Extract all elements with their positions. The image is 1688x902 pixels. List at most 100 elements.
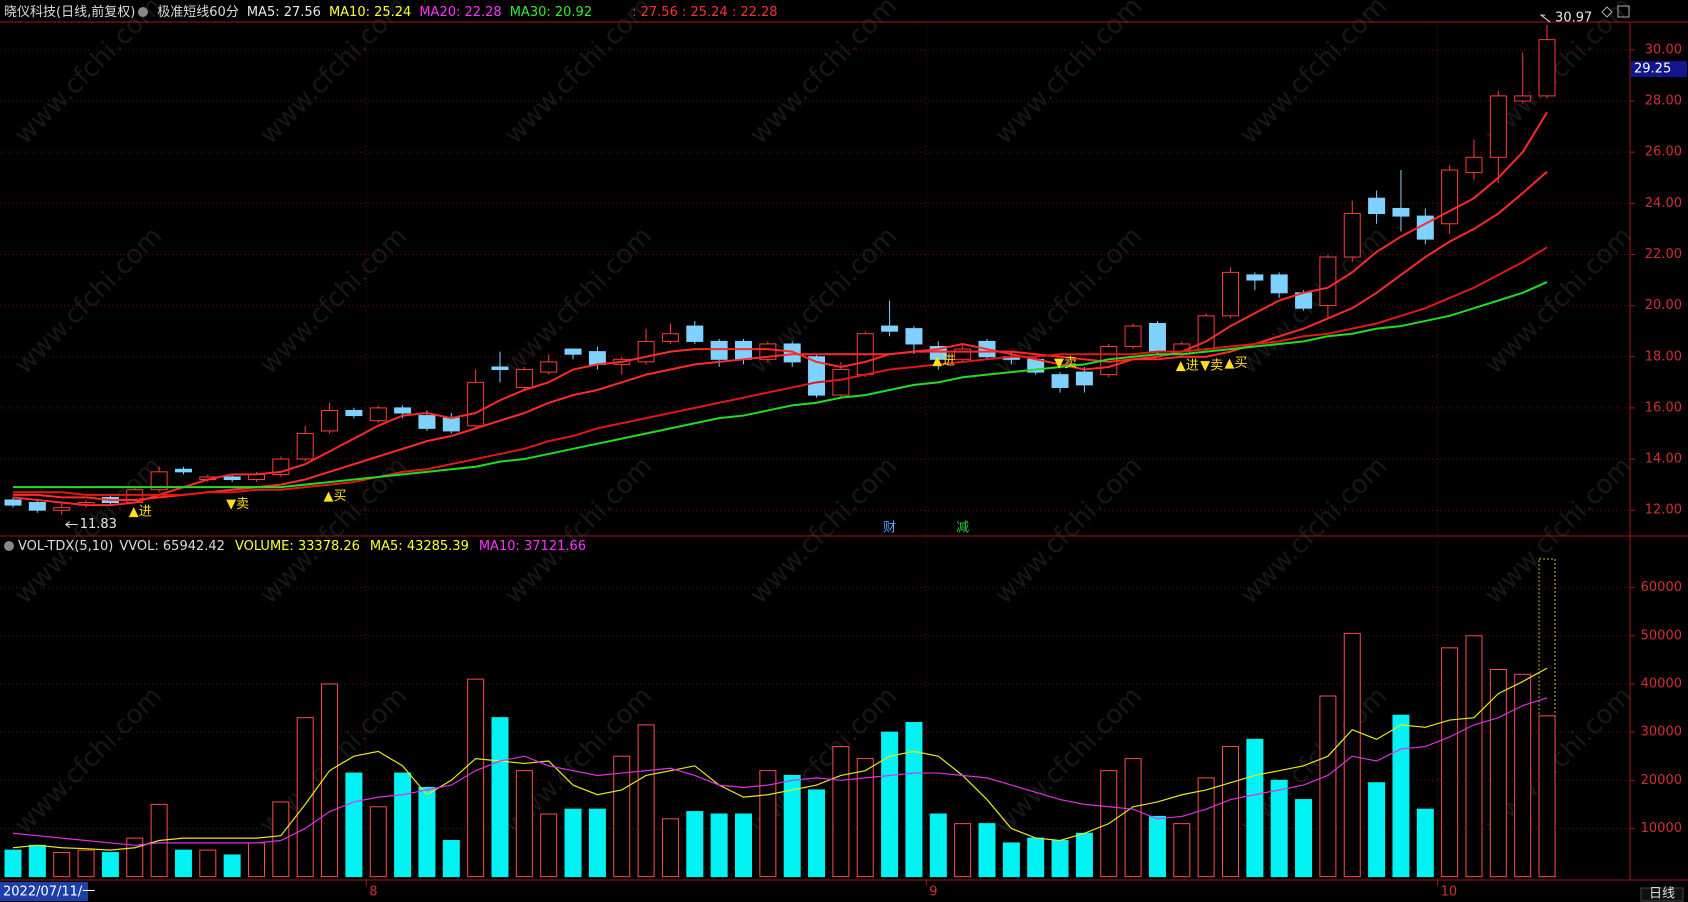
signal-label: ▲买	[324, 489, 347, 504]
volume-bar	[881, 731, 899, 878]
volume-header: VOL-TDX(5,10) VVOL: 65942.42 VOLUME: 33378…	[18, 539, 586, 554]
volume-bar	[1027, 837, 1045, 878]
volume-bar	[978, 823, 996, 878]
candle-body	[686, 325, 704, 342]
indicator-name: 极准短线60分	[157, 5, 239, 20]
period-box[interactable]	[1640, 887, 1684, 902]
candle-body	[661, 333, 679, 342]
ma-line	[12, 111, 1548, 507]
volume-bar	[905, 721, 923, 878]
window-icon[interactable]	[1617, 5, 1630, 18]
y-tick-label: 28.00	[1645, 94, 1682, 109]
candle-body	[1075, 371, 1093, 386]
candle-body	[28, 502, 46, 511]
volume-bar	[467, 678, 485, 878]
volume-bar	[1368, 782, 1386, 878]
volume-bar	[661, 818, 679, 878]
legend-entry: MA5: 27.56	[247, 5, 321, 20]
extra-legend: : 27.56 : 25.24 : 22.28	[632, 5, 777, 20]
volume-bar	[929, 813, 947, 878]
y-tick-label: 60000	[1641, 580, 1682, 595]
y-tick-label: 18.00	[1645, 349, 1682, 364]
x-tick-label: 2022/07/11/一	[3, 885, 95, 900]
indicator-icon[interactable]	[138, 7, 148, 17]
min-pointer	[64, 521, 78, 528]
volume-legend: VOLUME: 33378.26	[235, 539, 360, 554]
volume-bar	[856, 758, 874, 878]
y-tick-label: 30000	[1641, 725, 1682, 740]
volume-bar	[1441, 647, 1459, 878]
candle-body	[4, 499, 22, 506]
candle-body	[1148, 323, 1166, 353]
y-tick-label: 10000	[1641, 821, 1682, 836]
cursor-label: 29.25	[1634, 62, 1671, 77]
volume-bar	[4, 849, 22, 878]
candle-body	[808, 356, 826, 396]
volume-bar	[832, 746, 850, 878]
volume-icon[interactable]	[4, 541, 14, 551]
volume-bar	[28, 844, 46, 878]
y-tick-label: 20000	[1641, 773, 1682, 788]
y-tick-label: 12.00	[1645, 503, 1682, 518]
volume-bar	[491, 717, 509, 878]
candle-body	[394, 407, 412, 414]
candle-body	[735, 340, 752, 360]
candle-body	[369, 407, 387, 422]
vvol-legend: VVOL: 65942.42	[119, 539, 225, 554]
volume-bar	[345, 772, 363, 878]
candle-body	[418, 415, 436, 429]
volume-bar	[1051, 840, 1069, 878]
volume-bar	[735, 813, 752, 878]
volume-bar	[223, 854, 241, 878]
ma-line	[13, 170, 1548, 501]
candle-body	[467, 381, 485, 427]
volume-bar	[53, 852, 71, 878]
candle-body	[223, 476, 241, 481]
volume-bar	[1392, 714, 1410, 878]
candle-body	[710, 340, 728, 360]
volume-bar	[686, 811, 704, 878]
max-label: 30.97	[1555, 11, 1592, 26]
event-marker: 减	[956, 521, 969, 536]
legend-entry: MA10: 25.24	[329, 5, 411, 20]
volume-bar	[515, 770, 533, 878]
signal-label: ▲进	[129, 504, 152, 519]
y-tick-label: 50000	[1641, 628, 1682, 643]
volume-bar	[808, 789, 826, 878]
volume-ma-line	[12, 667, 1548, 851]
volume-bar	[1538, 715, 1556, 878]
ma-line	[13, 246, 1548, 496]
candle-body	[1222, 271, 1239, 317]
period-label: 日线	[1649, 887, 1675, 902]
volume-bar	[564, 808, 582, 878]
candle-body	[954, 348, 972, 360]
volume-bar	[1465, 635, 1483, 878]
volume-bar	[126, 837, 144, 878]
volume-bar	[199, 849, 217, 878]
candle-body	[905, 328, 923, 345]
volume-bar	[540, 813, 558, 878]
candle-body	[881, 325, 899, 332]
diamond-icon[interactable]	[1601, 6, 1613, 18]
candle-body	[783, 343, 801, 363]
candle-body	[53, 507, 71, 511]
volume-bar	[613, 755, 631, 878]
volume-bar	[174, 849, 192, 878]
signal-label: ▲进	[1176, 359, 1199, 374]
y-tick-label: 14.00	[1645, 452, 1682, 467]
candle-body	[345, 409, 363, 417]
candle-body	[1489, 95, 1507, 158]
signal-label: ▼卖	[226, 497, 249, 512]
volume-bar	[1075, 832, 1093, 878]
candle-body	[1538, 39, 1556, 97]
chart-title: 晓仪科技(日线,前复权)	[4, 4, 135, 20]
volume-title: VOL-TDX(5,10)	[18, 539, 113, 554]
y-tick-label: 40000	[1641, 676, 1682, 691]
candle-body	[588, 351, 606, 365]
volume-bar	[442, 840, 460, 878]
volume-bar	[710, 813, 728, 878]
min-label: 11.83	[80, 517, 117, 532]
volume-bar	[637, 724, 655, 878]
